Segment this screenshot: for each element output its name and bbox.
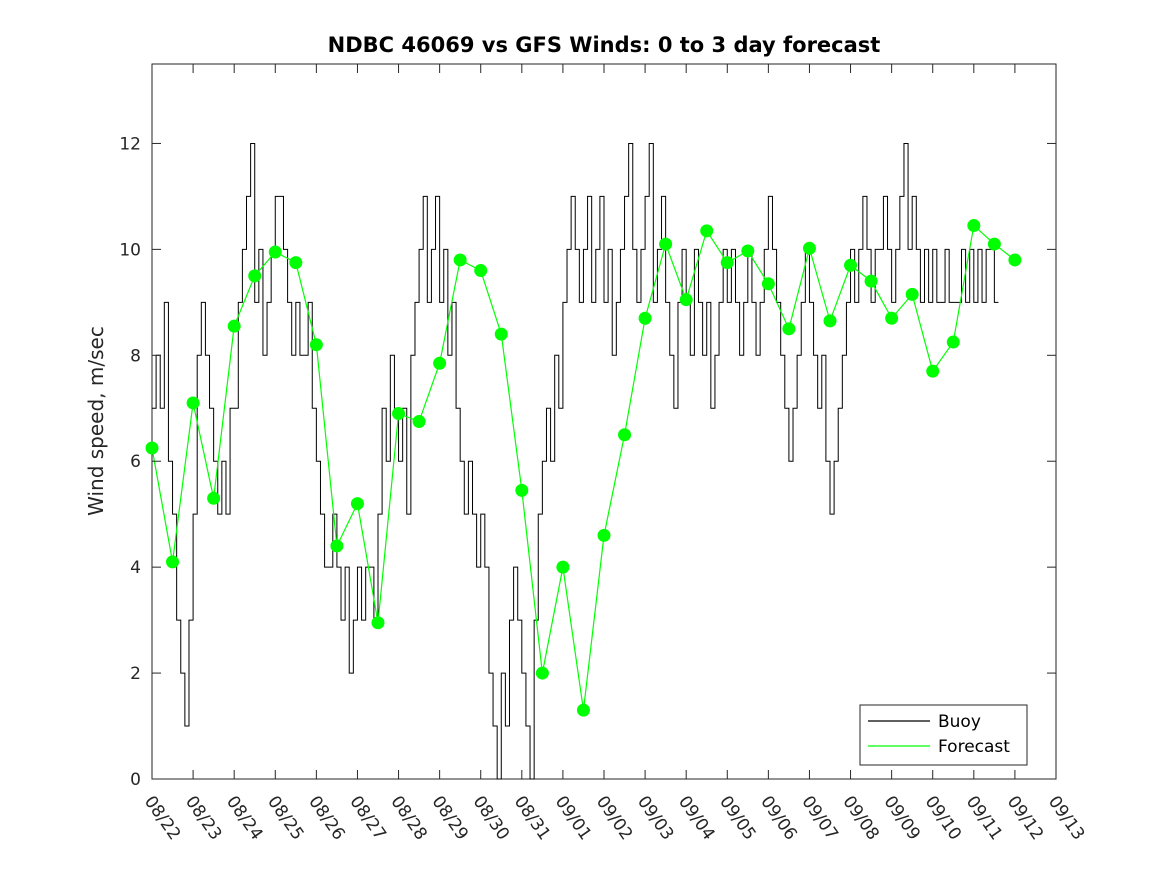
y-tick-label: 8 xyxy=(130,346,141,366)
legend-box xyxy=(859,704,1028,766)
forecast-point xyxy=(433,356,447,370)
x-tick-label: 09/12 xyxy=(1003,792,1047,844)
x-tick-label: 08/22 xyxy=(140,792,184,844)
forecast-point xyxy=(248,269,262,283)
legend: Buoy Forecast xyxy=(859,704,1028,766)
forecast-point xyxy=(268,245,282,259)
x-tick-label: 08/26 xyxy=(304,792,348,844)
marker-layer xyxy=(145,219,1022,717)
x-tick-label: 08/24 xyxy=(222,792,266,844)
x-tick-label: 09/02 xyxy=(592,792,636,844)
forecast-point xyxy=(474,264,488,278)
forecast-point xyxy=(659,237,673,251)
forecast-point xyxy=(905,287,919,301)
forecast-point xyxy=(700,224,714,238)
y-tick-label: 6 xyxy=(130,452,141,472)
forecast-point xyxy=(556,560,570,574)
x-tick-label: 08/30 xyxy=(469,792,513,844)
x-tick-label: 08/28 xyxy=(386,792,430,844)
x-tick-label: 09/13 xyxy=(1044,792,1088,844)
x-tick-label: 09/08 xyxy=(838,792,882,844)
x-tick-label: 08/31 xyxy=(510,792,554,844)
x-tick-label: 08/29 xyxy=(428,792,472,844)
forecast-point xyxy=(720,256,734,270)
forecast-point xyxy=(207,491,221,505)
forecast-point xyxy=(761,277,775,291)
forecast-point xyxy=(186,396,200,410)
forecast-point xyxy=(741,244,755,258)
x-tick-label: 09/09 xyxy=(880,792,924,844)
y-tick-label: 12 xyxy=(119,134,141,154)
forecast-point xyxy=(535,666,549,680)
forecast-point xyxy=(494,327,508,341)
forecast-point xyxy=(576,703,590,717)
chart-title: NDBC 46069 vs GFS Winds: 0 to 3 day fore… xyxy=(328,33,881,57)
y-tick-label: 0 xyxy=(130,770,141,790)
series-line-buoy xyxy=(152,142,999,780)
forecast-point xyxy=(392,407,406,421)
x-tick-label: 09/01 xyxy=(551,792,595,844)
x-tick-label: 09/05 xyxy=(715,792,759,844)
y-tick-label: 2 xyxy=(130,664,141,684)
forecast-point xyxy=(946,335,960,349)
x-tick-label: 09/06 xyxy=(756,792,800,844)
x-tick-label: 08/25 xyxy=(263,792,307,844)
legend-label-forecast: Forecast xyxy=(938,737,1010,757)
x-tick-label: 08/27 xyxy=(345,792,389,844)
forecast-point xyxy=(864,274,878,288)
forecast-point xyxy=(597,528,611,542)
forecast-point xyxy=(453,253,467,267)
plot-area xyxy=(145,63,1057,780)
x-tick-label: 09/07 xyxy=(797,792,841,844)
forecast-point xyxy=(145,441,159,455)
forecast-point xyxy=(987,237,1001,251)
forecast-point xyxy=(618,428,632,442)
forecast-point xyxy=(330,539,344,553)
forecast-point xyxy=(371,616,385,630)
plot-frame xyxy=(151,63,1057,780)
forecast-point xyxy=(802,241,816,255)
forecast-point xyxy=(350,497,364,511)
forecast-point xyxy=(515,483,529,497)
legend-label-buoy: Buoy xyxy=(938,712,981,732)
forecast-point xyxy=(227,319,241,333)
forecast-point xyxy=(166,555,180,569)
y-tick-label: 10 xyxy=(119,240,141,260)
forecast-point xyxy=(844,258,858,272)
x-tick-label: 09/10 xyxy=(921,792,965,844)
forecast-point xyxy=(967,219,981,233)
forecast-point xyxy=(885,311,899,325)
forecast-point xyxy=(412,415,426,428)
x-tick-label: 09/04 xyxy=(674,792,718,844)
y-tick-label: 4 xyxy=(130,558,141,578)
forecast-point xyxy=(679,293,693,307)
x-tick-label: 08/23 xyxy=(181,792,225,844)
y-axis: 0 2 4 6 8 10 12 xyxy=(119,134,1056,790)
x-tick-label: 09/03 xyxy=(633,792,677,844)
forecast-point xyxy=(782,322,796,336)
y-axis-label: Wind speed, m/sec xyxy=(84,326,108,516)
forecast-point xyxy=(309,338,323,352)
forecast-point xyxy=(823,314,837,328)
x-tick-label: 09/11 xyxy=(962,792,1006,844)
forecast-point xyxy=(289,256,303,270)
forecast-point xyxy=(638,311,652,325)
forecast-point xyxy=(1008,253,1022,267)
forecast-point xyxy=(926,364,940,378)
